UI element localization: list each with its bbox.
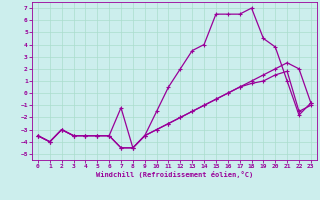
X-axis label: Windchill (Refroidissement éolien,°C): Windchill (Refroidissement éolien,°C): [96, 171, 253, 178]
